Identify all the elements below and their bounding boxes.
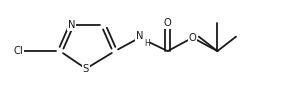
Text: S: S	[83, 64, 89, 74]
Text: N: N	[136, 31, 143, 41]
Text: H: H	[144, 39, 150, 48]
Text: O: O	[164, 18, 172, 28]
Text: Cl: Cl	[13, 46, 23, 56]
Text: N: N	[68, 20, 75, 30]
Text: O: O	[189, 33, 196, 43]
